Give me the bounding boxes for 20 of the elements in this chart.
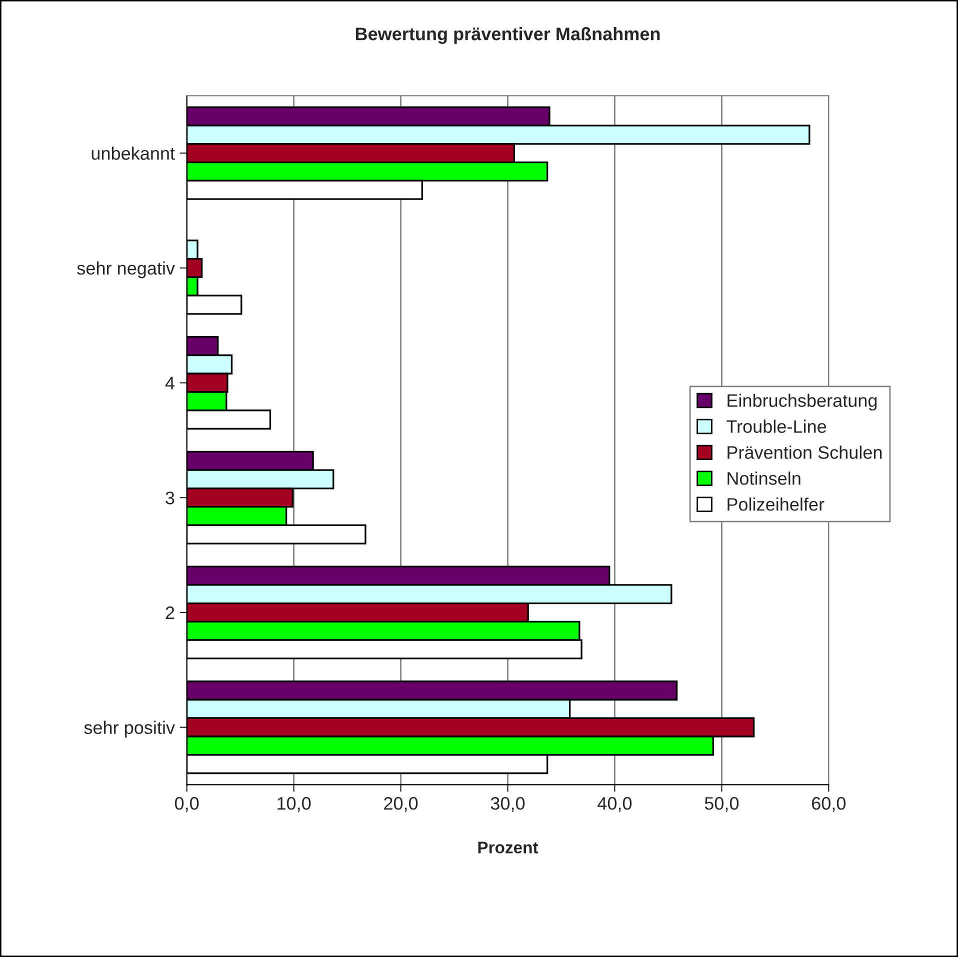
- y-tick-label: sehr negativ: [77, 261, 175, 278]
- legend-label: Einbruchsberatung: [728, 394, 877, 411]
- legend-label: Notinseln: [728, 472, 800, 485]
- x-tick-label: 40,0: [598, 797, 632, 812]
- x-tick-label: 50,0: [704, 797, 739, 812]
- y-tick-label: sehr positiv: [84, 720, 175, 738]
- y-tick-label: 4: [165, 376, 174, 390]
- y-tick-label: 2: [166, 606, 174, 620]
- x-tick-label: 60,0: [812, 797, 846, 812]
- x-tick-label: 10,0: [278, 797, 311, 812]
- x-tick-label: 0,0: [174, 797, 199, 812]
- y-tick-label: unbekannt: [92, 146, 175, 160]
- chart-title: Bewertung präventiver Maßnahmen: [356, 27, 660, 44]
- legend-label: Prävention Schulen: [728, 446, 882, 459]
- y-tick-label: 3: [166, 492, 174, 504]
- x-tick-label: 30,0: [490, 797, 525, 812]
- x-axis-title: Prozent: [478, 842, 538, 854]
- legend-label: Trouble-Line: [726, 420, 826, 433]
- legend-label: Polizeihelfer: [728, 498, 824, 511]
- x-tick-label: 20,0: [384, 797, 418, 812]
